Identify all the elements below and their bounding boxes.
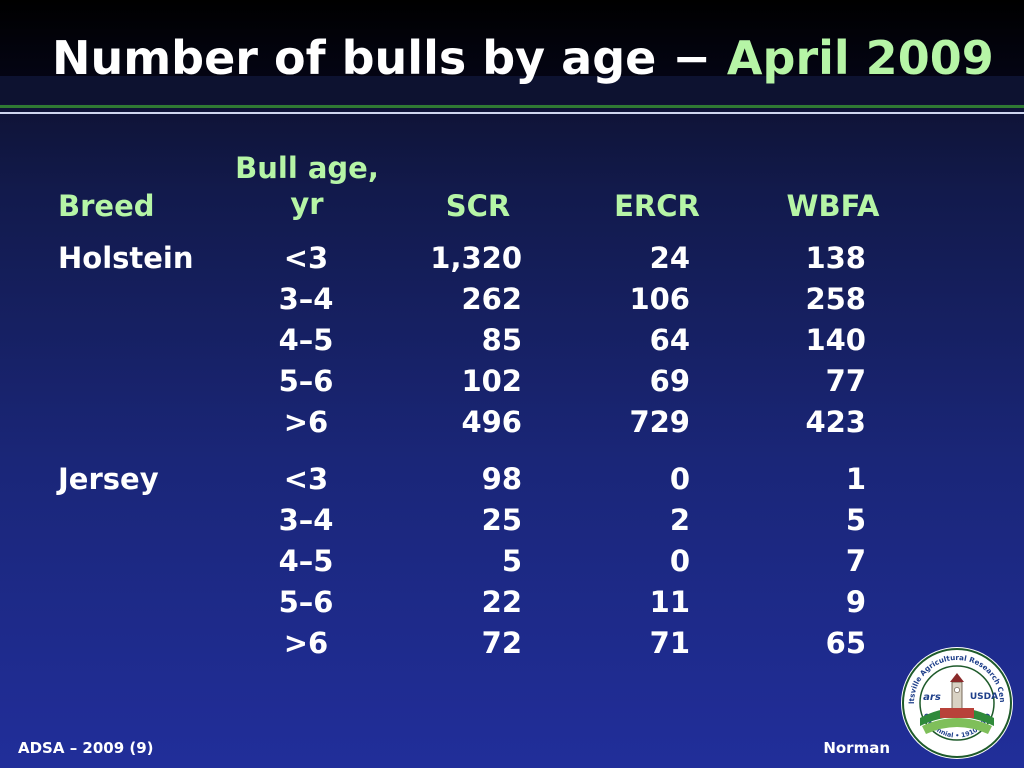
cell-scr: 102 [461,364,522,398]
cell-wbfa: 258 [805,282,866,316]
cell-ercr: 24 [649,241,690,275]
table-row: 4–5 85 64 140 [0,322,1024,363]
cell-age: 5–6 [278,364,334,398]
title-accent: April 2009 [726,31,994,85]
title-band [0,0,1024,104]
cell-ercr: 106 [629,282,690,316]
table-row: <3 1,320 24 138 [0,240,1024,281]
cell-ercr: 71 [649,626,690,660]
cell-wbfa: 65 [825,626,866,660]
slide-title: Number of bulls by age − April 2009 [52,30,994,86]
title-main: Number of bulls by age − [52,31,711,85]
table-row: 3–4 25 2 5 [0,502,1024,543]
cell-scr: 85 [481,323,522,357]
cell-ercr: 2 [669,503,690,537]
table-row: >6 496 729 423 [0,404,1024,445]
header-scr: SCR [445,189,511,223]
table-row: >6 72 71 65 [0,625,1024,666]
cell-wbfa: 1 [845,462,866,496]
cell-ercr: 64 [649,323,690,357]
cell-scr: 5 [501,544,522,578]
cell-scr: 1,320 [430,241,522,275]
cell-age: 4–5 [278,323,334,357]
cell-scr: 496 [461,405,522,439]
cell-age: >6 [283,626,329,660]
cell-age: 5–6 [278,585,334,619]
cell-scr: 22 [481,585,522,619]
seal-ars-mark: ars [923,692,941,703]
cell-ercr: 69 [649,364,690,398]
cell-wbfa: 9 [845,585,866,619]
seal-usda-text: USDA [970,692,998,702]
divider-white [0,112,1024,114]
cell-age: <3 [283,241,329,275]
header-bull-age: Bull age, yr [222,150,392,222]
cell-scr: 25 [481,503,522,537]
cell-wbfa: 5 [845,503,866,537]
cell-scr: 72 [481,626,522,660]
header-wbfa: WBFA [786,189,880,223]
header-bull-age-line2: yr [290,187,324,221]
breed-label: Holstein [58,241,194,275]
cell-ercr: 729 [629,405,690,439]
cell-ercr: 0 [669,462,690,496]
breed-label: Jersey [58,462,159,496]
header-ercr: ERCR [614,189,700,223]
header-bull-age-line1: Bull age, [235,151,379,185]
cell-scr: 98 [481,462,522,496]
cell-age: 4–5 [278,544,334,578]
footer-conference: ADSA – 2009 (9) [18,739,154,757]
cell-ercr: 0 [669,544,690,578]
header-breed: Breed [58,189,155,223]
divider-green [0,105,1024,108]
cell-scr: 262 [461,282,522,316]
cell-age: 3–4 [278,503,334,537]
title-strip [0,76,1024,104]
footer-author: Norman [823,739,890,757]
table-row: <3 98 0 1 [0,461,1024,502]
cell-age: <3 [283,462,329,496]
cell-wbfa: 7 [845,544,866,578]
cell-wbfa: 138 [805,241,866,275]
barc-centennial-seal-logo: Beltsville Agricultural Research Center … [900,646,1013,759]
table-row: 3–4 262 106 258 [0,281,1024,322]
table-row: 5–6 102 69 77 [0,363,1024,404]
cell-wbfa: 140 [805,323,866,357]
cell-wbfa: 77 [825,364,866,398]
table-row: 5–6 22 11 9 [0,584,1024,625]
cell-age: >6 [283,405,329,439]
cell-ercr: 11 [649,585,690,619]
cell-age: 3–4 [278,282,334,316]
table-row: 4–5 5 0 7 [0,543,1024,584]
cell-wbfa: 423 [805,405,866,439]
